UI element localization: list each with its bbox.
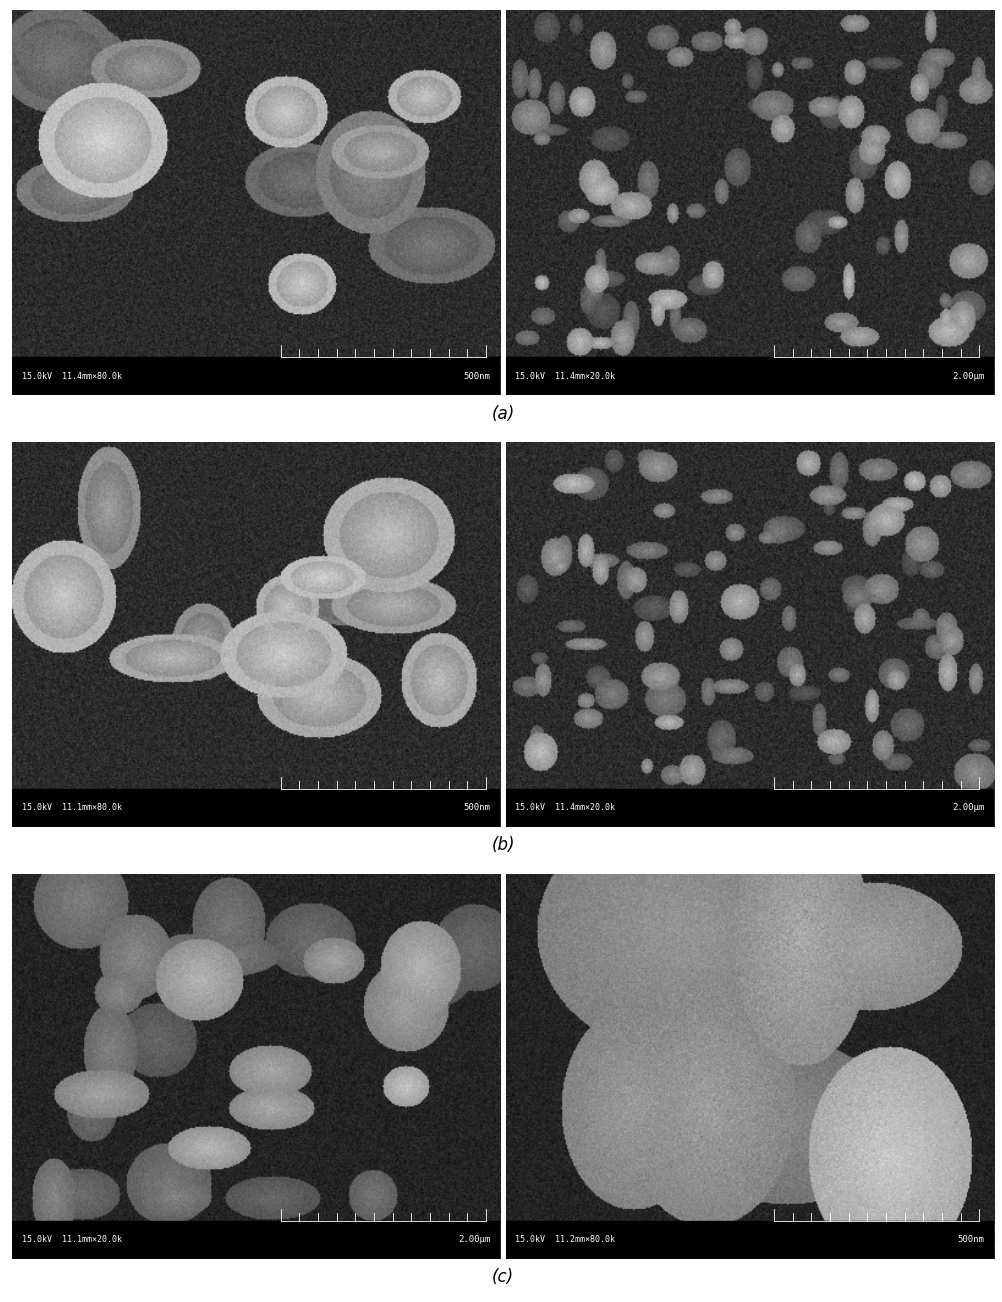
Text: (a): (a) [491, 405, 515, 423]
Bar [12, 789, 501, 827]
Text: 15.0kV  11.1mm×80.0k: 15.0kV 11.1mm×80.0k [22, 803, 122, 812]
Text: 15.0kV  11.4mm×20.0k: 15.0kV 11.4mm×20.0k [515, 371, 615, 380]
Text: 2.00μm: 2.00μm [952, 803, 984, 812]
Bar [12, 1220, 501, 1259]
Text: 2.00μm: 2.00μm [459, 1236, 491, 1245]
Bar [12, 357, 501, 396]
Text: 500nm: 500nm [464, 371, 491, 380]
Text: 500nm: 500nm [464, 803, 491, 812]
Text: 500nm: 500nm [957, 1236, 984, 1245]
Text: 15.0kV  11.4mm×20.0k: 15.0kV 11.4mm×20.0k [515, 803, 615, 812]
Text: 15.0kV  11.2mm×80.0k: 15.0kV 11.2mm×80.0k [515, 1236, 615, 1245]
Bar [505, 357, 994, 396]
Text: 15.0kV  11.1mm×20.0k: 15.0kV 11.1mm×20.0k [22, 1236, 122, 1245]
Bar [505, 789, 994, 827]
Text: (b): (b) [491, 836, 515, 854]
Bar [505, 1220, 994, 1259]
Text: (c): (c) [492, 1268, 514, 1286]
Text: 2.00μm: 2.00μm [952, 371, 984, 380]
Text: 15.0kV  11.4mm×80.0k: 15.0kV 11.4mm×80.0k [22, 371, 122, 380]
